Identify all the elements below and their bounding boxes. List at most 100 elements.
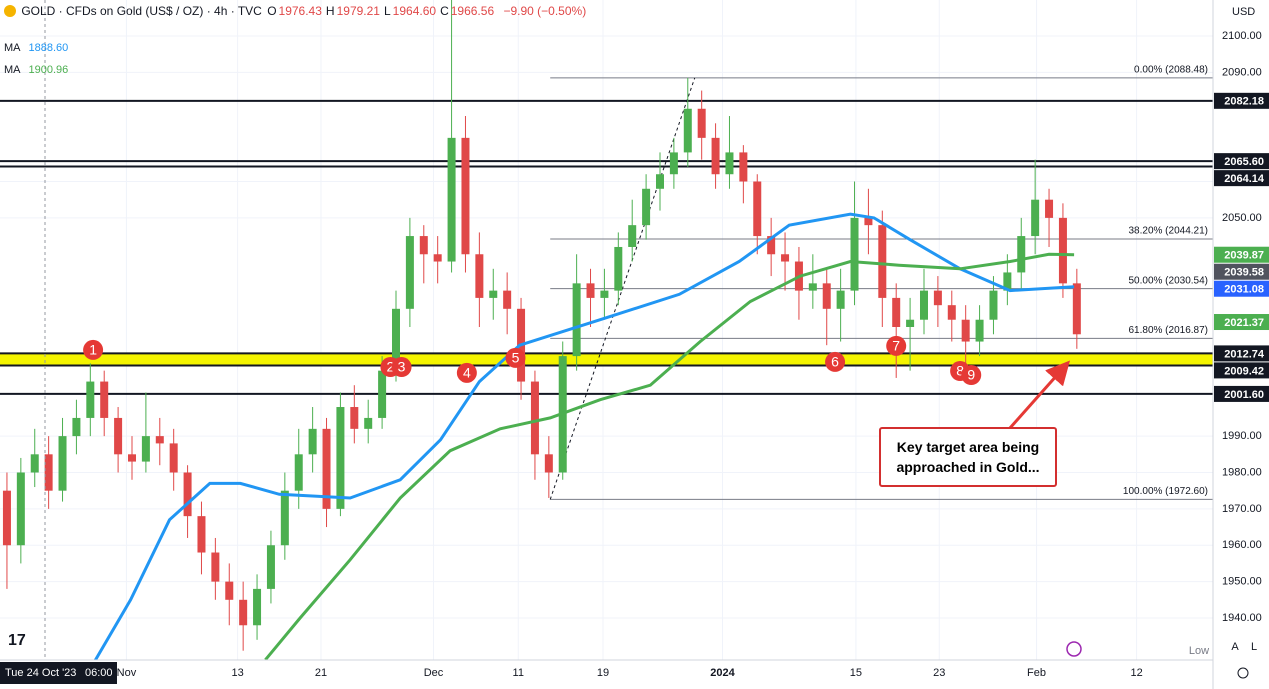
price-label-box — [1214, 280, 1269, 297]
settings-icon[interactable] — [1066, 641, 1082, 657]
candle-body — [544, 454, 553, 473]
candle-body — [725, 152, 734, 175]
swing-marker — [961, 365, 982, 386]
x-tick-label: Dec — [424, 667, 444, 679]
price-label-box — [1214, 362, 1269, 379]
ohlc-key: O — [267, 4, 277, 18]
x-tick-label: 21 — [315, 667, 327, 679]
header-row: GOLD · CFDs on Gold (US$ / OZ) · 4h · TV… — [4, 4, 588, 18]
legend-value: 1888.60 — [28, 42, 69, 54]
candle-body — [447, 137, 456, 262]
ohlc-key: L — [383, 4, 391, 18]
candle-body — [155, 436, 164, 444]
y-tick-label: 2090.00 — [1222, 66, 1262, 78]
candle-body — [530, 381, 539, 455]
annotation-box: Key target area being approached in Gold… — [879, 427, 1057, 487]
candle-body — [253, 588, 262, 626]
candle-body — [739, 152, 748, 182]
log-scale-button[interactable]: L — [1251, 641, 1257, 653]
price-label: 2064.14 — [1224, 173, 1265, 185]
candle-body — [1017, 236, 1026, 273]
y-tick-label: 1950.00 — [1222, 576, 1262, 588]
candle-body — [767, 236, 776, 255]
swing-marker-label: 3 — [398, 359, 406, 375]
candle-body — [655, 174, 664, 189]
legend-row[interactable]: MA 1900.96 — [4, 64, 70, 76]
candle-body — [197, 516, 206, 553]
scale-mode[interactable]: Low — [1189, 645, 1209, 657]
ohlc: O 1976.43 H 1979.21 L 1964.60 C 1966.56 — [267, 4, 498, 18]
candle-body — [30, 454, 39, 473]
swing-marker-label: 4 — [463, 365, 471, 381]
candle-body — [72, 417, 81, 437]
swing-marker-label: 8 — [956, 363, 964, 379]
candle-body — [503, 290, 512, 309]
candle-body — [336, 407, 345, 509]
annotation-text: Key target area being approached in Gold… — [896, 439, 1040, 475]
y-tick-label: 1970.00 — [1222, 503, 1262, 515]
candle-body — [572, 283, 581, 357]
legend-value: 1900.96 — [28, 64, 69, 76]
ohlc-value: 1964.60 — [392, 4, 437, 18]
price-label-box — [1214, 345, 1269, 362]
legend-row[interactable]: MA 1888.60 — [4, 42, 70, 54]
price-label: 2009.42 — [1224, 365, 1264, 377]
ohlc-value: 1979.21 — [336, 4, 380, 18]
candle-body — [850, 217, 859, 291]
candle-body — [489, 290, 498, 298]
candle-body — [781, 254, 790, 262]
candle-body — [822, 283, 831, 309]
price-label: 2039.87 — [1224, 250, 1264, 262]
change: −9.90 (−0.50%) — [503, 4, 587, 18]
candle-body — [114, 417, 123, 455]
y-tick-label: 1980.00 — [1222, 466, 1262, 478]
candle-body — [628, 225, 637, 247]
candle-body — [350, 407, 359, 429]
symbol-icon — [4, 5, 16, 17]
ohlc-value: 1966.56 — [450, 4, 495, 18]
candle-body — [836, 290, 845, 309]
candle-body — [1045, 199, 1054, 218]
fib-label: 61.80% (2016.87) — [1128, 325, 1208, 336]
price-label: 2082.18 — [1224, 96, 1264, 108]
candle-body — [600, 290, 609, 298]
candle-body — [127, 454, 136, 462]
candle-body — [683, 108, 692, 153]
candle-body — [419, 236, 428, 255]
candle-body — [280, 490, 289, 546]
candle-body — [697, 108, 706, 138]
settings-button[interactable] — [1237, 667, 1249, 679]
fib-trend — [549, 77, 696, 500]
candle-body — [433, 254, 442, 262]
price-label: 2001.60 — [1224, 389, 1264, 401]
swing-marker-label: 5 — [512, 350, 520, 366]
candle-body — [225, 581, 234, 600]
x-tick-label: 13 — [231, 667, 243, 679]
price-label: 2021.37 — [1224, 317, 1264, 329]
cursor-time: 06:00 — [85, 667, 113, 679]
price-label-box — [1214, 170, 1269, 187]
price-label-box — [1214, 246, 1269, 263]
candle-body — [239, 599, 248, 626]
candle-body — [211, 552, 220, 582]
price-label-box — [1214, 385, 1269, 402]
ohlc-key: H — [325, 4, 335, 18]
candle-body — [711, 137, 720, 175]
price-label: 2039.58 — [1224, 267, 1264, 279]
candle-body — [391, 308, 400, 371]
auto-scale-button[interactable]: A — [1231, 641, 1239, 653]
candle-body — [364, 417, 373, 429]
candle-body — [961, 319, 970, 342]
swing-marker-label: 6 — [831, 354, 839, 370]
legend-name: MA — [4, 64, 21, 76]
price-label-box — [1214, 92, 1269, 109]
swing-marker — [83, 339, 104, 360]
candle-body — [44, 454, 53, 491]
y-tick-label: 2050.00 — [1222, 212, 1262, 224]
currency[interactable]: USD — [1232, 6, 1255, 18]
target-zone — [0, 353, 1213, 366]
candle-body — [378, 370, 387, 418]
candle-body — [919, 290, 928, 320]
candle-body — [58, 436, 67, 491]
